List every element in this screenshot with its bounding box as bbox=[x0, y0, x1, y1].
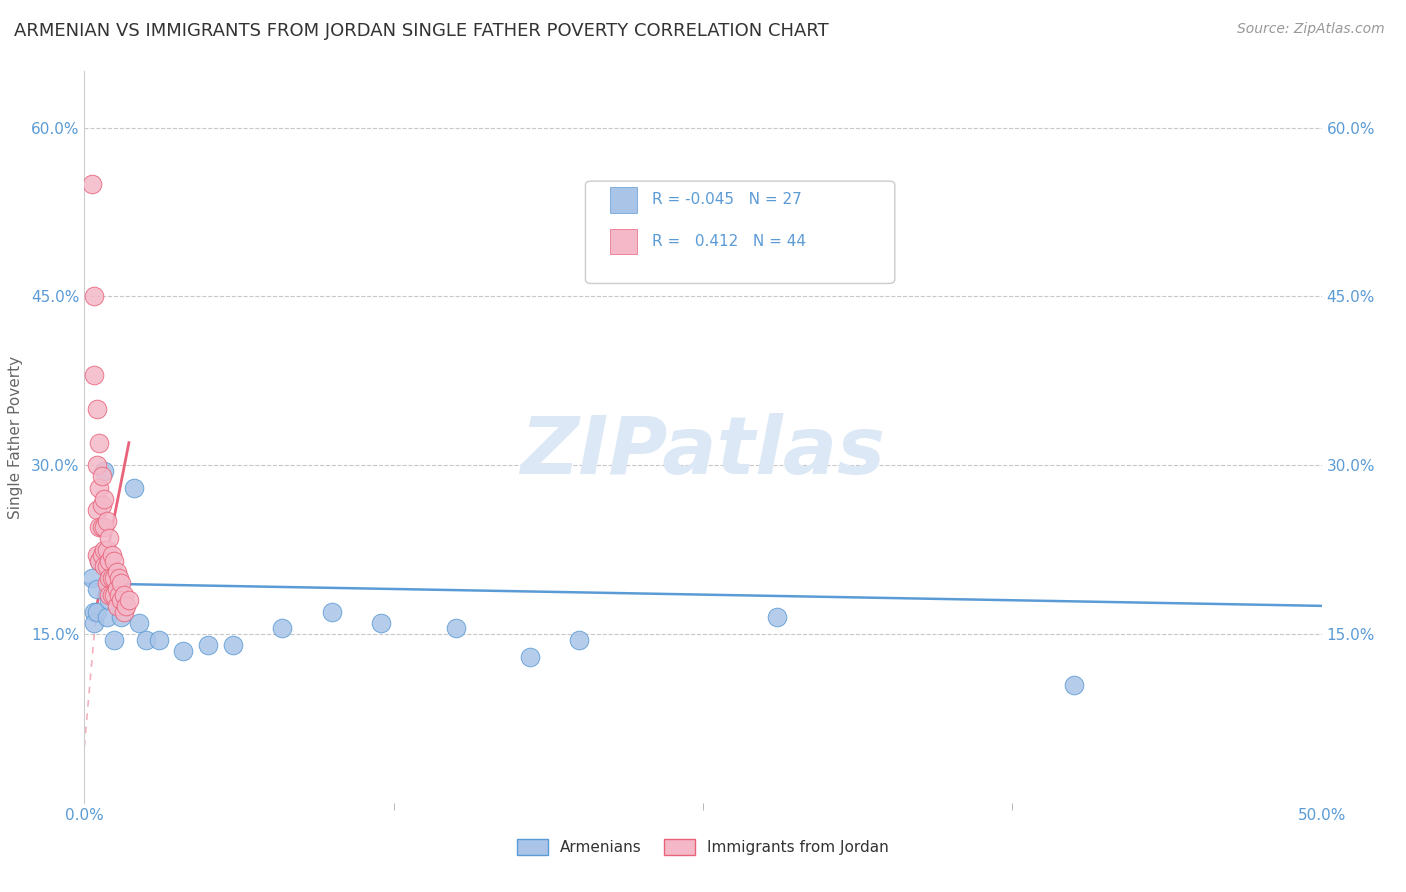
Point bbox=[90, 498, 112, 512]
Point bbox=[112, 588, 135, 602]
Point bbox=[90, 469, 112, 483]
Point bbox=[110, 576, 132, 591]
Point bbox=[89, 435, 111, 450]
Point bbox=[108, 571, 131, 585]
Point bbox=[86, 548, 108, 562]
Point bbox=[103, 632, 125, 647]
Legend: Armenians, Immigrants from Jordan: Armenians, Immigrants from Jordan bbox=[510, 833, 896, 861]
Point bbox=[98, 571, 121, 585]
Text: R =   0.412   N = 44: R = 0.412 N = 44 bbox=[652, 234, 806, 249]
Text: ARMENIAN VS IMMIGRANTS FROM JORDAN SINGLE FATHER POVERTY CORRELATION CHART: ARMENIAN VS IMMIGRANTS FROM JORDAN SINGL… bbox=[14, 22, 828, 40]
Point bbox=[83, 615, 105, 630]
Point bbox=[90, 520, 112, 534]
Point bbox=[135, 632, 157, 647]
Point bbox=[86, 458, 108, 473]
Point bbox=[80, 177, 103, 191]
Point bbox=[86, 503, 108, 517]
Point bbox=[103, 571, 125, 585]
Point bbox=[148, 632, 170, 647]
Point bbox=[96, 542, 118, 557]
Point bbox=[105, 582, 128, 596]
Point bbox=[110, 610, 132, 624]
Point bbox=[98, 593, 121, 607]
Point bbox=[100, 548, 122, 562]
Point bbox=[115, 599, 138, 613]
Point bbox=[83, 368, 105, 383]
Point bbox=[83, 289, 105, 303]
Point bbox=[93, 559, 115, 574]
Text: R = -0.045   N = 27: R = -0.045 N = 27 bbox=[652, 193, 801, 207]
Point bbox=[128, 615, 150, 630]
Point bbox=[103, 588, 125, 602]
Point bbox=[96, 515, 118, 529]
Point bbox=[112, 605, 135, 619]
Text: Source: ZipAtlas.com: Source: ZipAtlas.com bbox=[1237, 22, 1385, 37]
Point bbox=[172, 644, 194, 658]
Point bbox=[83, 605, 105, 619]
Point bbox=[98, 532, 121, 546]
Point bbox=[89, 554, 111, 568]
Point bbox=[1063, 678, 1085, 692]
Point bbox=[568, 632, 591, 647]
Point bbox=[96, 576, 118, 591]
Point bbox=[96, 610, 118, 624]
Point bbox=[444, 621, 467, 635]
Point bbox=[93, 464, 115, 478]
Point bbox=[105, 599, 128, 613]
Point bbox=[766, 610, 789, 624]
Point bbox=[89, 554, 111, 568]
Text: ZIPatlas: ZIPatlas bbox=[520, 413, 886, 491]
Point bbox=[100, 571, 122, 585]
Point bbox=[96, 559, 118, 574]
FancyBboxPatch shape bbox=[585, 181, 894, 284]
Point bbox=[100, 588, 122, 602]
Point bbox=[98, 554, 121, 568]
Point bbox=[321, 605, 343, 619]
Point bbox=[103, 554, 125, 568]
Y-axis label: Single Father Poverty: Single Father Poverty bbox=[7, 356, 22, 518]
Point bbox=[197, 638, 219, 652]
Point bbox=[93, 491, 115, 506]
Point bbox=[370, 615, 392, 630]
Point bbox=[86, 582, 108, 596]
Point bbox=[519, 649, 541, 664]
Point bbox=[222, 638, 245, 652]
Point bbox=[105, 565, 128, 579]
Point bbox=[93, 542, 115, 557]
Point bbox=[86, 401, 108, 416]
Point bbox=[93, 520, 115, 534]
Point bbox=[90, 548, 112, 562]
Point bbox=[271, 621, 294, 635]
Point bbox=[98, 588, 121, 602]
Point bbox=[90, 520, 112, 534]
Point bbox=[89, 481, 111, 495]
Point bbox=[108, 588, 131, 602]
Bar bbox=[610, 229, 637, 254]
Bar bbox=[610, 187, 637, 212]
Point bbox=[110, 593, 132, 607]
Point bbox=[86, 605, 108, 619]
Point bbox=[122, 481, 145, 495]
Point bbox=[118, 593, 141, 607]
Point bbox=[89, 520, 111, 534]
Point bbox=[80, 571, 103, 585]
